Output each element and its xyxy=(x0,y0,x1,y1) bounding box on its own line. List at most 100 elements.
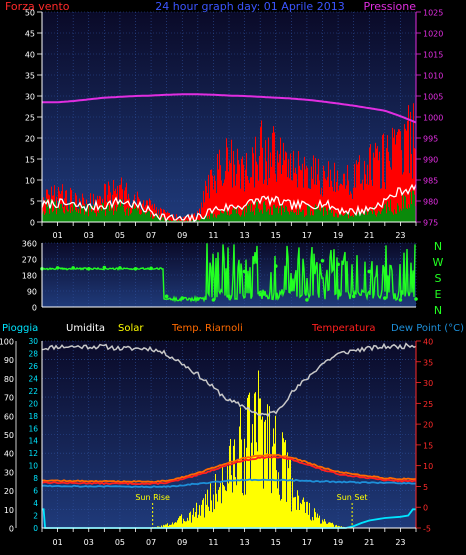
hour-tick-label: 21 xyxy=(364,231,374,240)
hour-tick-label: 23 xyxy=(395,538,405,547)
sunset-label: Sun Set xyxy=(337,493,368,502)
temperature-tick-label: 10 xyxy=(423,462,433,471)
heat-index-line xyxy=(41,453,417,484)
pressure-tick-label: 1015 xyxy=(423,51,443,60)
pressure-tick-label: 985 xyxy=(423,177,438,186)
rain-tick-label: 22 xyxy=(28,387,38,396)
humidity-tick-label: 60 xyxy=(4,412,14,421)
humidity-tick-label: 50 xyxy=(4,431,14,440)
pressure-tick-label: 995 xyxy=(423,135,438,144)
hour-tick-label: 19 xyxy=(333,231,343,240)
direction-point xyxy=(320,258,325,263)
humidity-line xyxy=(41,342,417,417)
rain-tick-label: 16 xyxy=(28,424,38,433)
temperature-tick-label: -5 xyxy=(423,525,431,534)
hour-tick-label: 11 xyxy=(208,538,218,547)
hour-tick-label: 23 xyxy=(395,231,405,240)
direction-point xyxy=(305,298,309,302)
hour-tick-label: 15 xyxy=(271,231,281,240)
hour-tick-label: 07 xyxy=(146,231,156,240)
pressure-tick-label: 1005 xyxy=(423,93,443,102)
hour-tick-label: 11 xyxy=(208,231,218,240)
legend-item: Temperatura xyxy=(311,323,376,334)
direction-tick-label: 90 xyxy=(27,288,37,297)
wind-tick-label: 50 xyxy=(25,9,35,18)
direction-point xyxy=(258,292,262,297)
direction-point xyxy=(367,269,372,274)
hour-tick-label: 01 xyxy=(52,538,62,547)
temperature-tick-label: 5 xyxy=(423,483,428,492)
rain-tick-label: 20 xyxy=(28,399,38,408)
wind-avg-line xyxy=(41,183,417,223)
hour-tick-label: 09 xyxy=(177,231,187,240)
direction-point xyxy=(414,297,418,301)
temperature-panel: Sun Rise Sun Set 010203040506070809010002… xyxy=(0,337,433,547)
pressure-tick-label: 1020 xyxy=(423,30,443,39)
direction-point xyxy=(383,296,387,300)
humidity-tick-label: 70 xyxy=(4,394,14,403)
direction-point xyxy=(242,269,247,274)
hour-tick-label: 17 xyxy=(302,231,312,240)
temperature-tick-label: 15 xyxy=(423,441,433,450)
direction-point xyxy=(71,266,75,270)
direction-point xyxy=(398,298,403,302)
humidity-tick-label: 90 xyxy=(4,356,14,365)
wind-tick-label: 20 xyxy=(25,135,35,144)
pressure-tick-label: 1000 xyxy=(423,114,443,123)
humidity-tick-label: 80 xyxy=(4,375,14,384)
direction-point xyxy=(351,294,356,299)
temperature-tick-label: 20 xyxy=(423,421,433,430)
hour-tick-label: 13 xyxy=(239,231,249,240)
hour-tick-label: 13 xyxy=(239,538,249,547)
hour-tick-label: 05 xyxy=(115,538,125,547)
compass-label: E xyxy=(435,288,442,301)
wind-tick-label: 0 xyxy=(30,219,35,228)
wind-tick-label: 45 xyxy=(25,30,35,39)
hour-tick-label: 03 xyxy=(84,231,94,240)
pressure-tick-label: 975 xyxy=(423,219,438,228)
rain-tick-label: 14 xyxy=(28,437,38,446)
hour-tick-label: 07 xyxy=(146,538,156,547)
compass-label: N xyxy=(434,304,442,317)
rain-tick-label: 12 xyxy=(28,449,38,458)
rain-tick-label: 4 xyxy=(33,499,38,508)
rain-tick-label: 18 xyxy=(28,412,38,421)
rain-tick-label: 30 xyxy=(28,337,38,346)
wind-tick-label: 40 xyxy=(25,51,35,60)
direction-point xyxy=(289,287,294,292)
graph-title: 24 hour graph day: 01 Aprile 2013 xyxy=(155,0,344,13)
wind-tick-label: 15 xyxy=(25,156,35,165)
hour-tick-label: 03 xyxy=(84,538,94,547)
humidity-tick-label: 40 xyxy=(4,450,14,459)
wind-tick-label: 10 xyxy=(25,177,35,186)
legend-item: Solar xyxy=(118,323,144,334)
rain-tick-label: 2 xyxy=(33,512,38,521)
direction-point xyxy=(149,266,153,271)
legend-item: Umidita xyxy=(66,323,105,334)
humidity-tick-label: 0 xyxy=(9,525,14,534)
direction-point xyxy=(55,266,60,270)
hour-tick-label: 01 xyxy=(52,231,62,240)
hour-tick-label: 09 xyxy=(177,538,187,547)
humidity-tick-label: 100 xyxy=(0,338,14,347)
direction-point xyxy=(133,266,138,271)
rain-tick-label: 0 xyxy=(33,524,38,533)
compass-label: N xyxy=(434,240,442,253)
pressure-tick-label: 1025 xyxy=(423,9,443,18)
direction-point xyxy=(180,296,185,300)
direction-point xyxy=(336,262,340,267)
wind-tick-label: 30 xyxy=(25,93,35,102)
direction-tick-label: 270 xyxy=(22,256,37,265)
direction-point xyxy=(86,266,91,271)
wind-pressure-panel: 0510152025303540455097598098599099510001… xyxy=(25,9,444,241)
wind-axis-label: Forza vento xyxy=(5,0,70,13)
hour-tick-label: 19 xyxy=(333,538,343,547)
wind-tick-label: 35 xyxy=(25,72,35,81)
direction-point xyxy=(102,265,107,270)
direction-point xyxy=(211,298,216,302)
temperature-line xyxy=(41,455,417,486)
temperature-tick-label: 35 xyxy=(423,358,433,367)
rain-tick-label: 26 xyxy=(28,362,38,371)
